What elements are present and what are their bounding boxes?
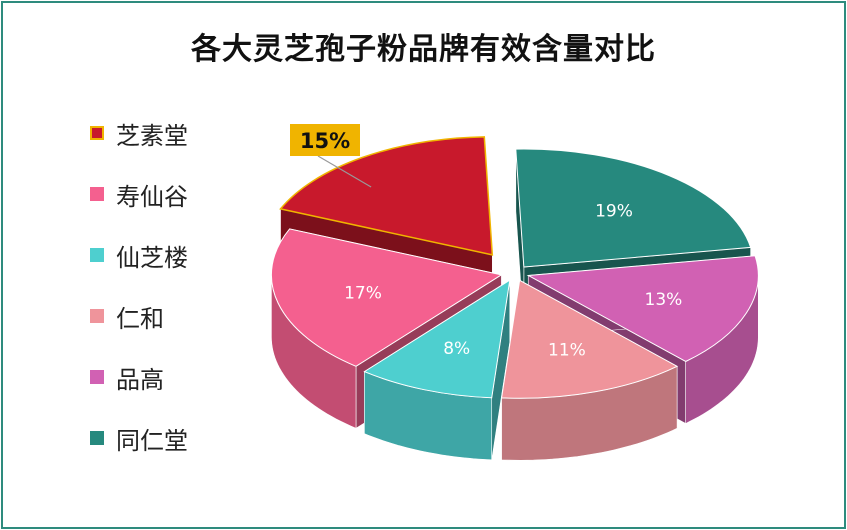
legend-item: 芝素堂 [90,118,188,150]
legend-label: 仁和 [116,304,164,333]
legend-swatch [90,370,104,384]
data-label: 17% [344,284,382,304]
callout-leader [317,155,372,188]
slice-top [526,255,759,363]
legend-item: 仙芝楼 [90,240,188,272]
legend-item: 寿仙谷 [90,179,188,211]
slice-top [270,228,503,367]
callout-box [290,124,360,156]
legend-swatch [90,187,104,201]
legend-label: 仙芝楼 [116,243,188,272]
legend-label: 寿仙谷 [116,182,188,211]
legend-label: 品高 [116,365,164,394]
callout-label: 15% [300,129,350,153]
legend-swatch [90,126,104,140]
data-label: 11% [548,340,586,360]
data-label: 19% [595,201,633,221]
chart-title: 各大灵芝孢子粉品牌有效含量对比 [191,32,656,67]
legend-swatch [90,248,104,262]
slice-top [501,279,679,399]
legend-item: 仁和 [90,301,164,333]
slice-top [279,136,494,256]
pie-top-layer [270,136,759,399]
data-label: 13% [645,290,683,310]
slice-top [363,279,511,399]
pie-label-layer: 15% 17% 8% 11% 13% 19% [290,124,682,360]
legend-item: 品高 [90,362,164,394]
data-label: 8% [443,339,470,359]
legend-label: 同仁堂 [116,426,188,455]
slice-top [515,148,752,268]
legend-swatch [90,309,104,323]
legend-swatch [90,431,104,445]
legend-label: 芝素堂 [116,121,188,150]
legend-item: 同仁堂 [90,423,188,455]
